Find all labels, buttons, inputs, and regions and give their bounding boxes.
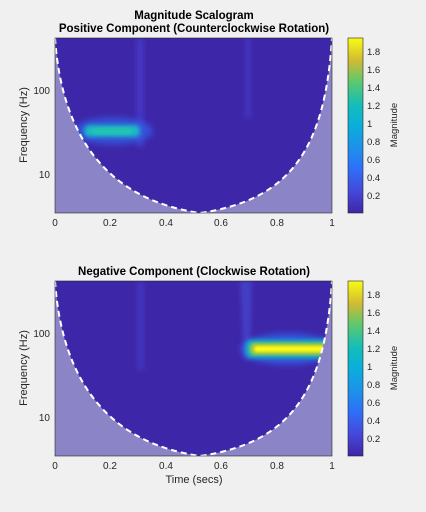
y-tick-label: 100 <box>33 329 50 340</box>
transient-ridge <box>137 281 144 371</box>
colorbar-label: Magnitude <box>389 103 400 147</box>
x-tick-label: 0.4 <box>159 218 173 229</box>
colorbar-gradient <box>347 37 364 214</box>
colorbar-tick-label: 1.4 <box>367 326 380 337</box>
x-axis-negative: 0 0.2 0.4 0.6 0.8 1 Time (secs) <box>52 461 335 486</box>
panel-positive: Magnitude Scalogram Positive Component (… <box>18 10 400 229</box>
panel-title-positive: Positive Component (Counterclockwise Rot… <box>59 23 329 35</box>
colorbar-tick-label: 0.2 <box>367 191 380 202</box>
y-tick-label: 10 <box>39 170 51 181</box>
x-tick-label: 1 <box>329 461 335 472</box>
colorbar-tick-label: 1.8 <box>367 47 380 58</box>
colorbar-negative: 1.8 1.6 1.4 1.2 1 0.8 0.6 0.4 0.2 Magnit… <box>347 280 400 457</box>
colorbar-tick-label: 1 <box>367 119 372 130</box>
axes-box <box>54 280 333 457</box>
y-axis-positive: 100 10 Frequency (Hz) <box>18 86 50 181</box>
transient-ridge <box>245 38 251 118</box>
coi-boundary <box>55 281 332 456</box>
x-axis-positive: 0 0.2 0.4 0.6 0.8 1 <box>52 218 335 229</box>
plot-area-negative <box>55 281 332 456</box>
x-tick-label: 0 <box>52 461 58 472</box>
y-axis-negative: 100 10 Frequency (Hz) <box>18 329 50 424</box>
colorbar-tick-label: 0.4 <box>367 416 380 427</box>
y-axis-label: Frequency (Hz) <box>18 87 30 163</box>
x-tick-label: 0.2 <box>103 218 117 229</box>
x-tick-label: 0.6 <box>214 218 228 229</box>
colorbar-positive: 1.8 1.6 1.4 1.2 1 0.8 0.6 0.4 0.2 Magnit… <box>347 37 400 214</box>
coi-boundary <box>55 38 332 213</box>
colorbar-tick-label: 1.2 <box>367 101 380 112</box>
plot-area-positive <box>55 38 332 213</box>
axes-box <box>54 37 333 214</box>
colorbar-tick-label: 1 <box>367 362 372 373</box>
transient-ridge <box>136 38 144 148</box>
x-tick-label: 0.8 <box>270 461 284 472</box>
feature-core <box>254 346 332 352</box>
colorbar-tick-label: 0.8 <box>367 137 380 148</box>
y-axis-label: Frequency (Hz) <box>18 330 30 406</box>
figure-title: Magnitude Scalogram <box>134 10 254 22</box>
x-tick-label: 0.6 <box>214 461 228 472</box>
y-tick-label: 100 <box>33 86 50 97</box>
x-tick-label: 0.2 <box>103 461 117 472</box>
colorbar-tick-label: 1.4 <box>367 83 380 94</box>
x-tick-label: 1 <box>329 218 335 229</box>
colorbar-tick-label: 0.4 <box>367 173 380 184</box>
coi-shade <box>55 281 332 456</box>
colorbar-tick-label: 0.8 <box>367 380 380 391</box>
y-tick-label: 10 <box>39 413 51 424</box>
colorbar-tick-label: 1.6 <box>367 65 380 76</box>
colorbar-gradient <box>347 280 364 457</box>
x-tick-label: 0.4 <box>159 461 173 472</box>
x-axis-label: Time (secs) <box>165 474 222 486</box>
colorbar-tick-label: 0.6 <box>367 155 380 166</box>
x-tick-label: 0.8 <box>270 218 284 229</box>
colorbar-tick-label: 1.2 <box>367 344 380 355</box>
colorbar-tick-label: 0.6 <box>367 398 380 409</box>
panel-title-negative: Negative Component (Clockwise Rotation) <box>78 266 310 278</box>
panel-negative: Negative Component (Clockwise Rotation) … <box>18 266 400 486</box>
colorbar-tick-label: 0.2 <box>367 434 380 445</box>
colorbar-label: Magnitude <box>389 346 400 390</box>
coi-shade <box>55 38 332 213</box>
x-tick-label: 0 <box>52 218 58 229</box>
colorbar-tick-label: 1.8 <box>367 290 380 301</box>
colorbar-tick-label: 1.6 <box>367 308 380 319</box>
feature-core <box>92 128 132 134</box>
